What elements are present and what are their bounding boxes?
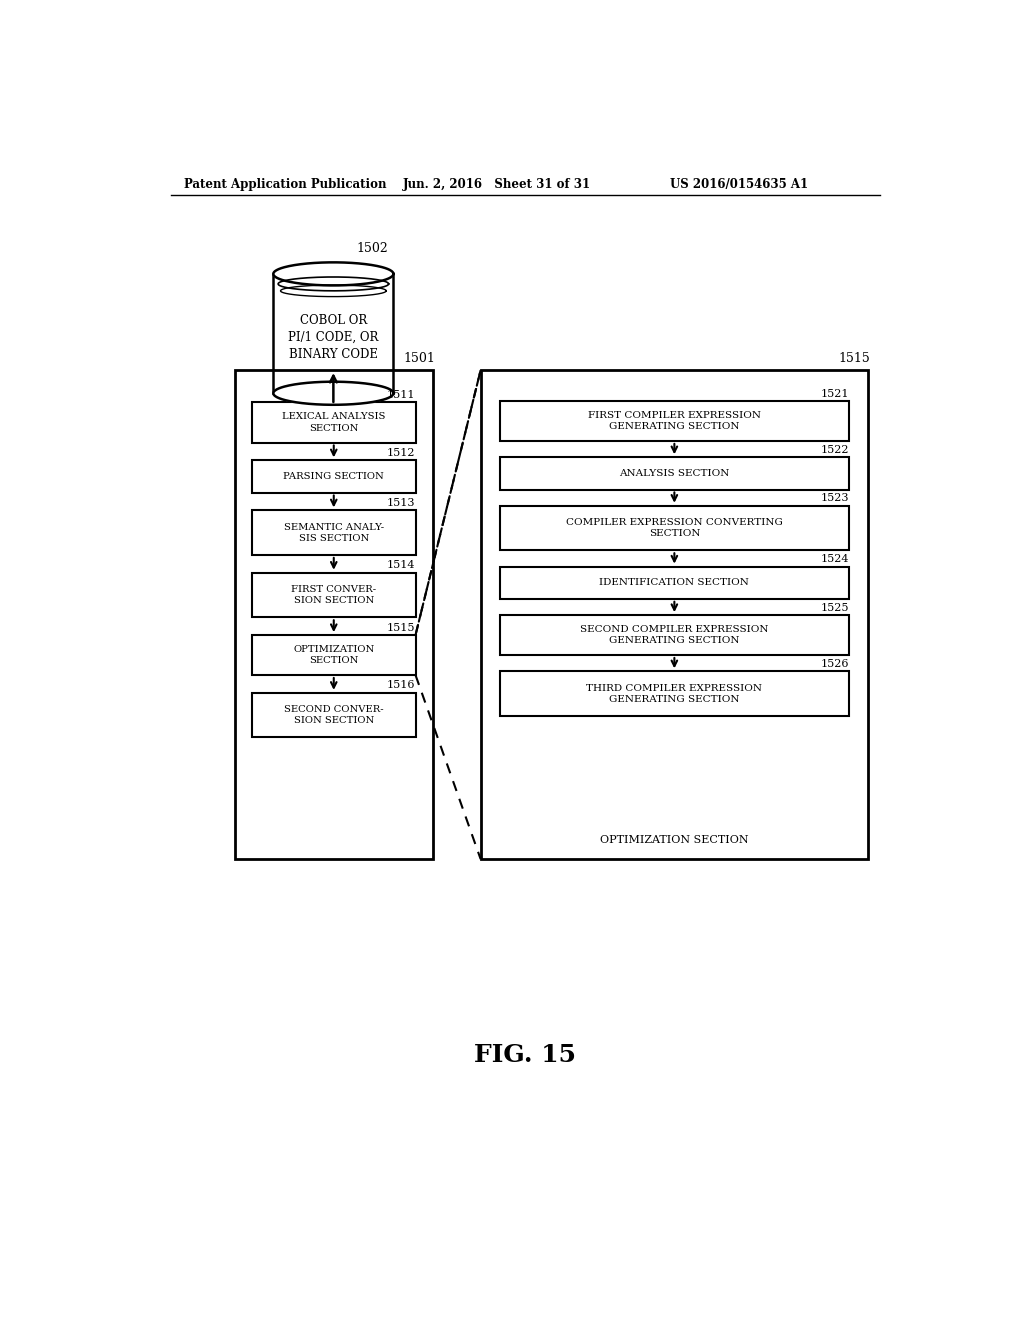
Bar	[480, 370, 868, 859]
Text: 1523: 1523	[820, 494, 849, 503]
Text: LEXICAL ANALYSIS
SECTION: LEXICAL ANALYSIS SECTION	[282, 412, 385, 433]
Bar	[500, 672, 849, 715]
Polygon shape	[273, 381, 393, 405]
Text: 1514: 1514	[387, 561, 416, 570]
Text: 1521: 1521	[820, 388, 849, 399]
Text: OPTIMIZATION SECTION: OPTIMIZATION SECTION	[600, 836, 749, 845]
Bar	[252, 461, 416, 492]
Text: 1515: 1515	[387, 623, 416, 632]
Bar	[252, 403, 416, 442]
Bar	[234, 370, 432, 859]
Text: SECOND COMPILER EXPRESSION
GENERATING SECTION: SECOND COMPILER EXPRESSION GENERATING SE…	[581, 624, 769, 645]
Polygon shape	[273, 263, 393, 285]
Text: 1524: 1524	[820, 554, 849, 564]
Text: 1515: 1515	[839, 351, 870, 364]
Text: 1516: 1516	[387, 681, 416, 690]
Text: FIRST CONVER-
SION SECTION: FIRST CONVER- SION SECTION	[291, 585, 377, 605]
Text: IDENTIFICATION SECTION: IDENTIFICATION SECTION	[599, 578, 750, 587]
Bar	[500, 457, 849, 490]
Text: THIRD COMPILER EXPRESSION
GENERATING SECTION: THIRD COMPILER EXPRESSION GENERATING SEC…	[587, 684, 763, 704]
Text: FIG. 15: FIG. 15	[474, 1043, 575, 1068]
Bar	[252, 573, 416, 618]
Bar	[252, 635, 416, 675]
Text: Jun. 2, 2016   Sheet 31 of 31: Jun. 2, 2016 Sheet 31 of 31	[403, 178, 591, 190]
Text: OPTIMIZATION
SECTION: OPTIMIZATION SECTION	[293, 645, 375, 665]
Bar	[500, 506, 849, 550]
Text: 1512: 1512	[387, 447, 416, 458]
Text: 1526: 1526	[820, 659, 849, 669]
Text: COMPILER EXPRESSION CONVERTING
SECTION: COMPILER EXPRESSION CONVERTING SECTION	[566, 517, 782, 539]
Text: PARSING SECTION: PARSING SECTION	[284, 473, 384, 480]
Text: SECOND CONVER-
SION SECTION: SECOND CONVER- SION SECTION	[284, 705, 384, 725]
Bar	[252, 511, 416, 554]
Bar	[252, 693, 416, 738]
Text: 1525: 1525	[820, 603, 849, 612]
Bar	[500, 401, 849, 441]
Text: Patent Application Publication: Patent Application Publication	[183, 178, 386, 190]
Text: US 2016/0154635 A1: US 2016/0154635 A1	[671, 178, 809, 190]
Text: SEMANTIC ANALY-
SIS SECTION: SEMANTIC ANALY- SIS SECTION	[284, 523, 384, 543]
Text: 1502: 1502	[356, 242, 388, 255]
Bar	[500, 615, 849, 655]
Text: 1522: 1522	[820, 445, 849, 455]
Text: 1513: 1513	[387, 498, 416, 508]
Text: ANALYSIS SECTION: ANALYSIS SECTION	[620, 469, 729, 478]
Text: COBOL OR
PI/1 CODE, OR
BINARY CODE: COBOL OR PI/1 CODE, OR BINARY CODE	[288, 314, 379, 360]
Text: 1511: 1511	[387, 391, 416, 400]
Text: 1501: 1501	[403, 351, 435, 364]
Text: FIRST COMPILER EXPRESSION
GENERATING SECTION: FIRST COMPILER EXPRESSION GENERATING SEC…	[588, 411, 761, 432]
Bar	[500, 566, 849, 599]
